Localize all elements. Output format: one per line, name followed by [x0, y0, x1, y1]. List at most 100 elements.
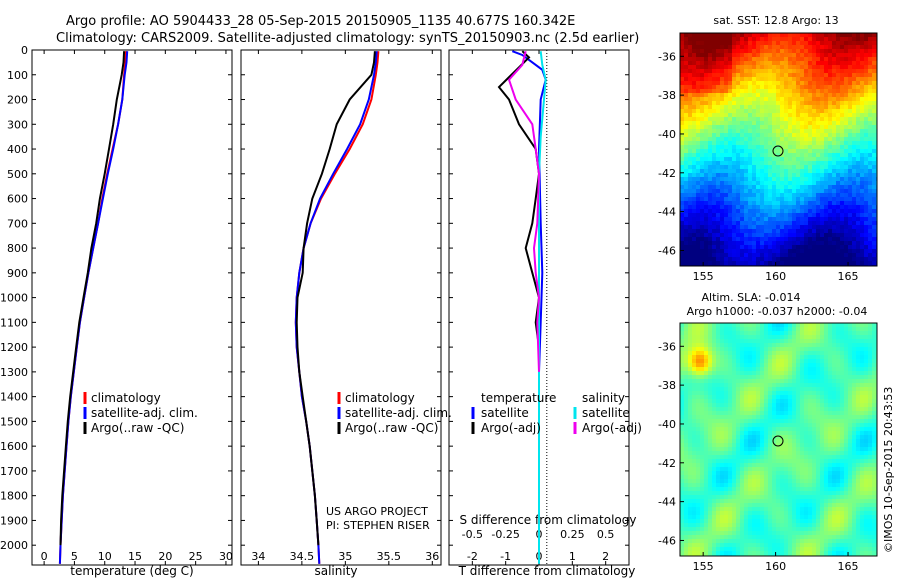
sla-cell [724, 435, 728, 439]
sst-cell [708, 61, 712, 65]
sst-cell [712, 45, 716, 49]
sla-cell [772, 411, 776, 415]
sst-cell [820, 201, 824, 205]
sst-cell [720, 197, 724, 201]
sla-cell [720, 359, 724, 363]
sla-cell [688, 395, 692, 399]
sst-cell [820, 61, 824, 65]
sst-cell [696, 261, 700, 265]
sla-cell [792, 403, 796, 407]
sst-cell [804, 57, 808, 61]
sst-cell [820, 233, 824, 237]
sst-cell [812, 121, 816, 125]
sla-cell [720, 407, 724, 411]
sla-cell [860, 379, 864, 383]
sla-cell [832, 391, 836, 395]
sst-cell [820, 237, 824, 241]
sla-cell [872, 387, 876, 391]
sla-cell [736, 451, 740, 455]
sla-cell [768, 383, 772, 387]
sla-cell [704, 355, 708, 359]
sst-cell [748, 241, 752, 245]
sst-cell [768, 81, 772, 85]
sst-cell [732, 145, 736, 149]
sla-cell [724, 383, 728, 387]
sla-cell [752, 371, 756, 375]
sst-cell [764, 129, 768, 133]
sst-cell [780, 153, 784, 157]
sst-cell [812, 77, 816, 81]
sla-cell [788, 423, 792, 427]
sst-cell [728, 257, 732, 261]
sla-cell [772, 331, 776, 335]
sst-cell [736, 193, 740, 197]
sla-cell [740, 439, 744, 443]
sst-cell [768, 113, 772, 117]
sla-cell [852, 427, 856, 431]
sst-cell [704, 209, 708, 213]
sla-cell [804, 375, 808, 379]
sst-cell [832, 189, 836, 193]
sla-cell [748, 459, 752, 463]
sla-cell [732, 439, 736, 443]
sst-cell [688, 181, 692, 185]
sst-cell [760, 41, 764, 45]
sst-cell [700, 49, 704, 53]
sst-cell [728, 193, 732, 197]
sst-cell [800, 49, 804, 53]
sla-cell [776, 427, 780, 431]
sst-cell [756, 193, 760, 197]
sla-cell [760, 447, 764, 451]
sla-cell [740, 459, 744, 463]
sla-cell [704, 423, 708, 427]
sst-cell [776, 89, 780, 93]
sla-cell [856, 403, 860, 407]
sst-cell [832, 137, 836, 141]
sst-cell [772, 157, 776, 161]
sst-cell [856, 69, 860, 73]
sst-cell [732, 197, 736, 201]
sst-cell [840, 209, 844, 213]
sst-cell [788, 201, 792, 205]
sla-cell [688, 419, 692, 423]
sla-cell [856, 343, 860, 347]
sst-cell [848, 89, 852, 93]
sst-cell [708, 157, 712, 161]
depth-tick-label: 1200 [0, 341, 28, 354]
sst-cell [816, 41, 820, 45]
sla-cell [768, 331, 772, 335]
sla-cell [732, 447, 736, 451]
sla-cell [860, 359, 864, 363]
sst-cell [692, 213, 696, 217]
sla-cell [768, 355, 772, 359]
x-tick-label: 30 [219, 550, 233, 563]
sst-cell [824, 133, 828, 137]
sla-cell [764, 363, 768, 367]
sst-cell [804, 241, 808, 245]
sst-cell [772, 89, 776, 93]
sla-cell [820, 351, 824, 355]
sst-cell [832, 157, 836, 161]
sst-cell [752, 225, 756, 229]
figure-title-line1: Argo profile: AO 5904433_28 05-Sep-2015 … [66, 14, 575, 29]
sst-cell [864, 173, 868, 177]
sst-cell [712, 169, 716, 173]
sla-cell [712, 375, 716, 379]
sla-cell [860, 459, 864, 463]
sla-cell [768, 431, 772, 435]
sla-cell [708, 347, 712, 351]
sst-cell [764, 133, 768, 137]
sst-cell [688, 193, 692, 197]
sst-cell [852, 253, 856, 257]
sla-cell [844, 423, 848, 427]
sla-cell [836, 443, 840, 447]
sst-cell [700, 213, 704, 217]
sst-cell [744, 53, 748, 57]
sla-cell [744, 443, 748, 447]
sst-cell [868, 69, 872, 73]
sst-cell [704, 201, 708, 205]
sst-cell [712, 185, 716, 189]
sst-cell [860, 201, 864, 205]
sst-cell [704, 81, 708, 85]
sst-cell [788, 57, 792, 61]
